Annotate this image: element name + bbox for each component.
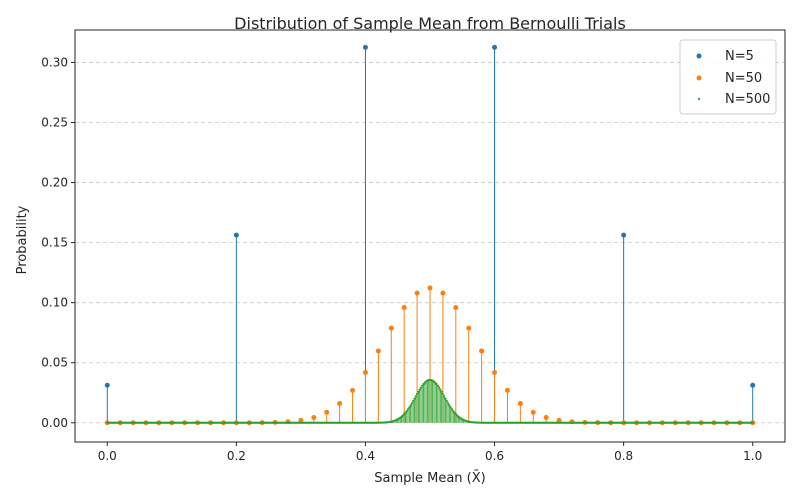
series-n500-point: [439, 388, 442, 391]
legend-marker-n500: [697, 97, 701, 101]
y-tick-label: 0.10: [41, 296, 68, 310]
series-n500-point: [453, 411, 456, 414]
series-n50-point: [492, 370, 498, 376]
series-n500-point: [751, 421, 754, 424]
series-n50-point: [298, 417, 304, 423]
legend-marker-n50: [696, 75, 702, 81]
series-n500-point: [448, 404, 451, 407]
y-axis-label: Probability: [15, 205, 30, 274]
series-n500-point: [446, 402, 450, 405]
x-tick-label: 0.2: [227, 449, 246, 463]
series-n50-point: [530, 409, 536, 415]
series-n500-point: [435, 382, 438, 386]
series-n500-point: [404, 411, 407, 414]
x-axis-ticks: 0.0 0.2 0.4 0.6 0.8 1.0: [98, 442, 762, 463]
series-n500-point: [444, 397, 447, 400]
series-n50-point: [427, 285, 433, 291]
y-tick-label: 0.05: [41, 356, 68, 370]
series-n500-point: [418, 388, 421, 391]
series-n50-point: [440, 290, 446, 296]
series-n500-point: [437, 386, 441, 389]
series-n500-point: [417, 390, 420, 393]
series-n500-point: [412, 399, 415, 403]
plot-area-frame: [74, 29, 786, 443]
series-n50-point: [311, 415, 317, 421]
series-n500-point: [415, 392, 419, 396]
series-n500-point: [413, 397, 416, 400]
series-n500-point: [436, 384, 439, 387]
series-n500-point: [450, 408, 454, 411]
series-n50-point: [479, 348, 485, 354]
x-tick-label: 0.4: [356, 449, 375, 463]
y-tick-label: 0.25: [41, 115, 68, 129]
series-n5-point: [750, 382, 756, 388]
x-axis-label: Sample Mean (X̄): [374, 471, 485, 486]
legend-box: [679, 39, 777, 115]
x-tick-label: 0.0: [98, 449, 117, 463]
x-tick-label: 0.8: [614, 449, 633, 463]
series-n500-point: [410, 402, 414, 405]
y-tick-label: 0.30: [41, 55, 68, 69]
series-n5-point: [492, 44, 498, 50]
stem-markers: [104, 44, 756, 426]
series-n500-point: [408, 406, 411, 409]
series-n500-point: [419, 386, 423, 389]
legend-label-n50: N=50: [725, 71, 762, 86]
y-tick-label: 0.20: [41, 176, 68, 190]
y-tick-label: 0.00: [41, 416, 68, 430]
series-n50-point: [453, 305, 459, 311]
series-n5-point: [362, 44, 368, 50]
legend-label-n500: N=500: [725, 92, 770, 107]
series-n500-point: [422, 382, 425, 386]
series-n50-point: [388, 325, 394, 331]
series-n50-point: [401, 305, 407, 311]
series-n50-point: [414, 290, 420, 296]
series-n5-point: [233, 232, 239, 238]
series-n50-point: [337, 401, 343, 407]
series-n5-point: [104, 382, 110, 388]
series-n500-point: [440, 390, 443, 393]
series-n500-point: [414, 395, 417, 398]
series-n500-point: [434, 381, 437, 384]
series-n50-point: [375, 348, 381, 354]
series-n500-point: [406, 408, 410, 411]
series-n50-point: [556, 417, 562, 423]
series-n500-point: [449, 406, 452, 409]
series-n500-point: [445, 399, 448, 403]
series-n50-point: [517, 401, 523, 407]
series-n500-point: [421, 384, 424, 387]
series-n500-point: [443, 395, 446, 398]
y-axis-ticks: 0.00 0.05 0.10 0.15 0.20 0.25 0.30: [41, 55, 75, 430]
series-n500-point: [405, 409, 408, 413]
series-n50-point: [362, 370, 368, 376]
x-tick-label: 1.0: [743, 449, 762, 463]
series-n50-point: [504, 387, 510, 393]
series-n500-point: [452, 409, 455, 413]
legend-marker-n5: [696, 53, 702, 59]
series-n500-point: [441, 392, 445, 396]
series-n50-point: [543, 415, 549, 421]
chart-title: Distribution of Sample Mean from Bernoul…: [234, 14, 626, 33]
series-n5-point: [621, 232, 627, 238]
legend-label-n5: N=5: [725, 49, 754, 64]
y-tick-label: 0.15: [41, 236, 68, 250]
series-n50-point: [350, 387, 356, 393]
series-n500-point: [409, 404, 412, 407]
x-tick-label: 0.6: [485, 449, 504, 463]
series-n500-point: [403, 413, 406, 416]
legend: N=5 N=50 N=500: [679, 39, 777, 115]
series-n50-point: [324, 409, 330, 415]
series-n50-point: [466, 325, 472, 331]
